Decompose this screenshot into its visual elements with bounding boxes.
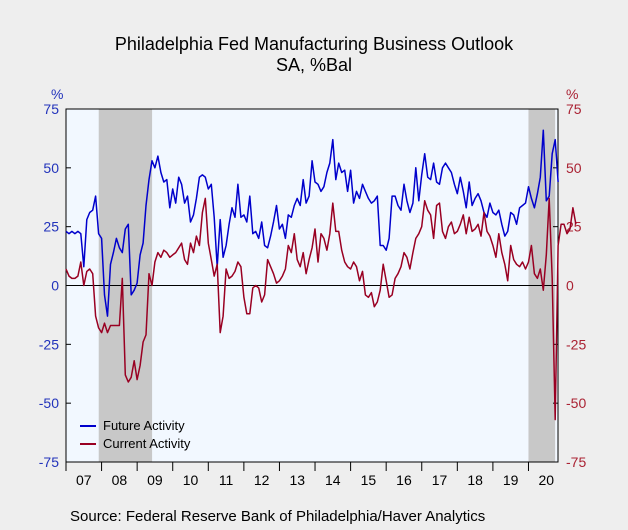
future-activity-line <box>65 129 559 317</box>
x-tick-label: 18 <box>467 472 483 488</box>
y-tick-label-right: -75 <box>566 454 586 470</box>
y-tick-label-right: 25 <box>566 219 582 235</box>
x-tick-label: 09 <box>147 472 163 488</box>
chart-title: Philadelphia Fed Manufacturing Business … <box>114 34 514 54</box>
y-tick-label-right: -50 <box>566 395 586 411</box>
y-tick-label-left: 75 <box>43 101 59 117</box>
x-tick-label: 07 <box>76 472 92 488</box>
x-tick-label: 10 <box>183 472 199 488</box>
source-note: Source: Federal Reserve Bank of Philadel… <box>70 508 486 525</box>
x-tick-label: 13 <box>289 472 305 488</box>
y-tick-label-left: -50 <box>39 395 59 411</box>
x-tick-label: 16 <box>396 472 412 488</box>
legend-current-activity-label: Current Activity <box>103 436 191 451</box>
y-tick-label-left: 25 <box>43 219 59 235</box>
x-tick-label: 19 <box>503 472 519 488</box>
x-tick-label: 20 <box>538 472 554 488</box>
current-activity-line <box>65 197 577 421</box>
y-tick-label-left: -75 <box>39 454 59 470</box>
y-tick-label-left: -25 <box>39 336 59 352</box>
right-axis-unit: % <box>566 86 579 102</box>
x-tick-label: 14 <box>325 472 341 488</box>
left-axis-unit: % <box>51 86 64 102</box>
x-tick-label: 12 <box>254 472 270 488</box>
y-tick-label-right: -25 <box>566 336 586 352</box>
y-tick-label-left: 0 <box>51 278 59 294</box>
x-tick-label: 17 <box>432 472 448 488</box>
x-tick-label: 08 <box>112 472 128 488</box>
y-tick-label-left: 50 <box>43 160 59 176</box>
y-tick-label-right: 75 <box>566 101 582 117</box>
y-tick-label-right: 0 <box>566 278 574 294</box>
chart-subtitle: SA, %Bal <box>275 55 353 75</box>
y-tick-label-right: 50 <box>566 160 582 176</box>
legend-future-activity-label: Future Activity <box>103 418 185 433</box>
x-tick-label: 15 <box>361 472 377 488</box>
x-tick-label: 11 <box>219 472 234 488</box>
